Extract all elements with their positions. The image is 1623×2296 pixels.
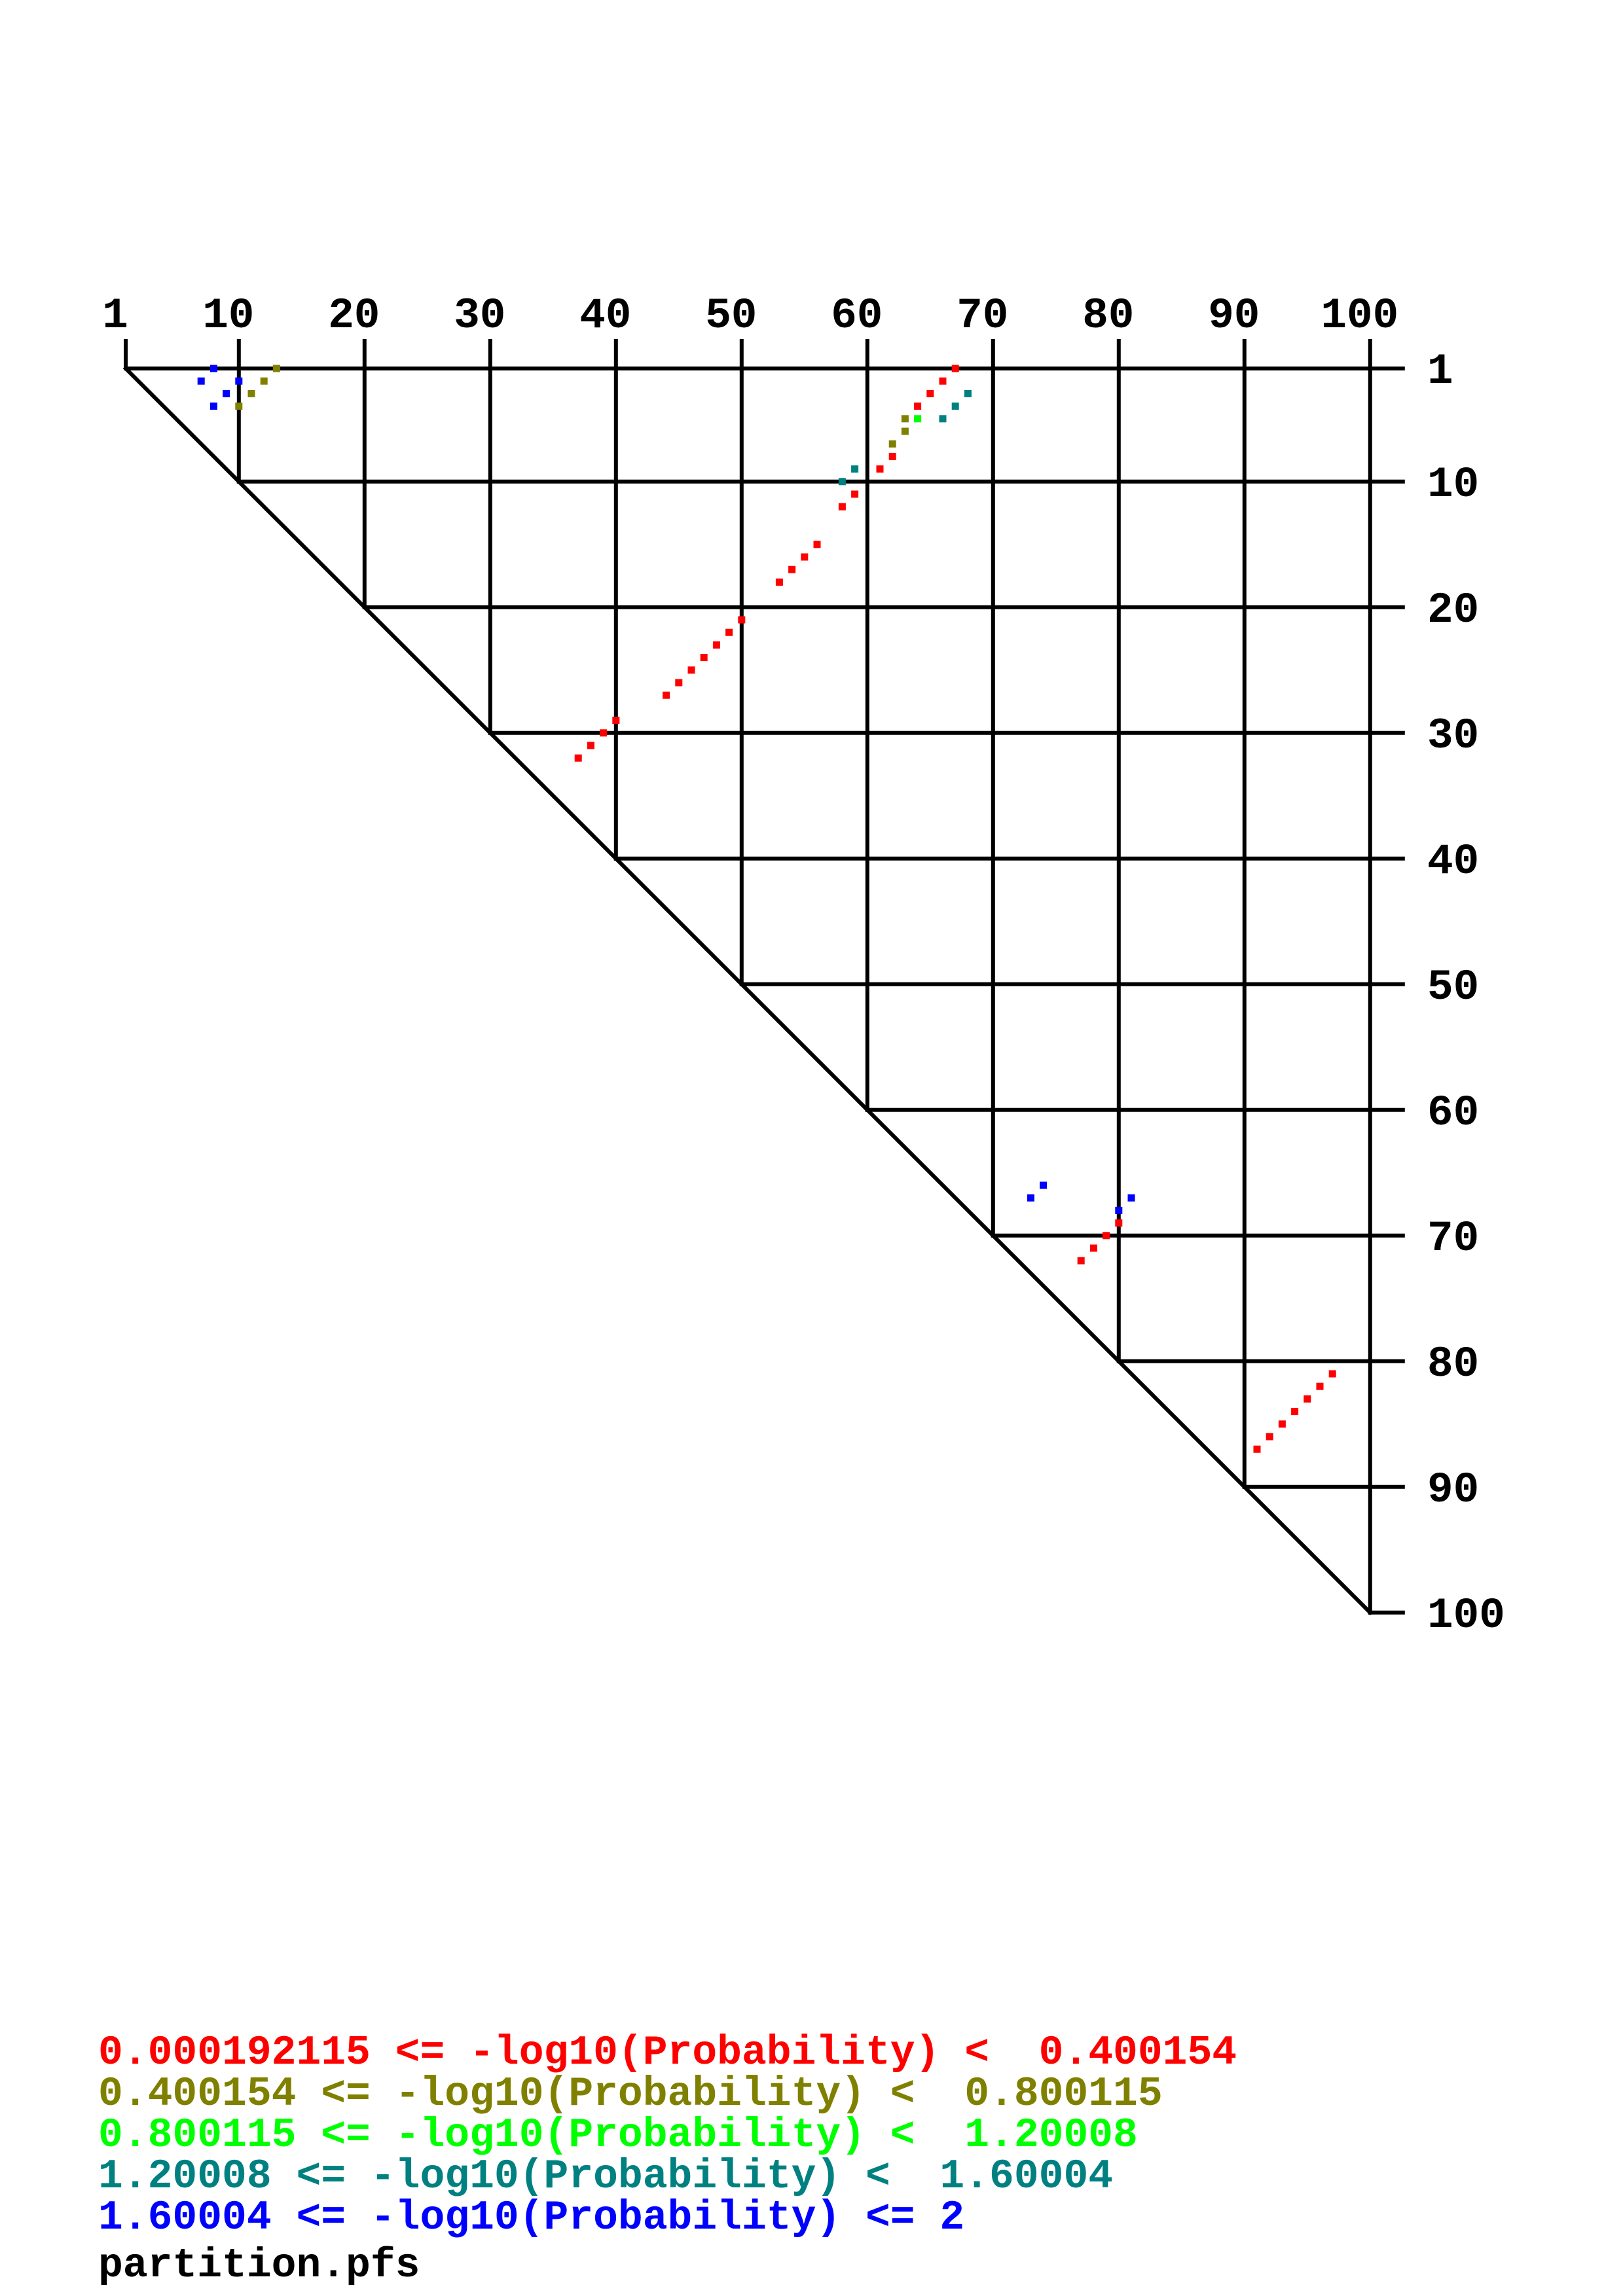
y-tick-label: 10 <box>1427 460 1479 509</box>
data-point <box>725 628 733 636</box>
legend: 0.000192115 <= -log10(Probability) < 0.4… <box>98 2030 1237 2241</box>
data-point <box>663 691 670 699</box>
legend-entry: 0.000192115 <= -log10(Probability) < 0.4… <box>98 2030 1237 2076</box>
y-tick-label: 50 <box>1427 963 1479 1012</box>
data-point <box>851 465 859 473</box>
data-point <box>1316 1382 1324 1390</box>
x-tick-label: 60 <box>831 291 883 340</box>
data-point <box>612 717 620 725</box>
data-point <box>675 679 683 687</box>
x-tick-label: 90 <box>1208 291 1260 340</box>
data-point <box>901 427 909 435</box>
data-point <box>775 578 783 586</box>
filename-label: partition.pfs <box>98 2242 420 2289</box>
legend-entry: 1.60004 <= -log10(Probability) <= 2 <box>98 2195 964 2241</box>
data-point <box>901 415 909 423</box>
data-point <box>687 666 695 674</box>
grid <box>122 339 1405 1616</box>
y-tick-label: 30 <box>1427 711 1479 761</box>
data-point <box>700 654 708 662</box>
x-tick-label: 100 <box>1321 291 1398 340</box>
data-point <box>235 377 243 385</box>
data-point <box>788 565 796 573</box>
data-point <box>1103 1232 1110 1240</box>
legend-entry: 1.20008 <= -log10(Probability) < 1.60004 <box>98 2153 1113 2200</box>
data-point <box>801 553 809 561</box>
data-point <box>914 415 922 423</box>
data-point <box>738 616 746 624</box>
y-tick-label: 70 <box>1427 1214 1479 1263</box>
x-tick-label: 70 <box>957 291 1008 340</box>
data-point <box>926 389 934 397</box>
y-tick-label: 40 <box>1427 837 1479 886</box>
data-point <box>888 452 896 460</box>
data-point <box>1304 1395 1311 1403</box>
legend-entry: 0.400154 <= -log10(Probability) < 0.8001… <box>98 2071 1163 2117</box>
x-tick-labels: 1 10 20 30 40 50 60 70 80 90 100 <box>102 291 1398 340</box>
data-point <box>272 365 280 372</box>
y-tick-labels: 1 10 20 30 40 50 60 70 80 90 100 <box>1427 347 1505 1640</box>
y-tick-label: 20 <box>1427 586 1479 635</box>
data-point <box>951 365 959 372</box>
data-point <box>247 389 255 397</box>
data-point <box>235 403 243 410</box>
x-tick-label: 40 <box>579 291 631 340</box>
x-tick-label: 80 <box>1082 291 1134 340</box>
data-point <box>914 403 922 410</box>
x-tick-label: 10 <box>202 291 254 340</box>
data-point <box>1027 1194 1034 1202</box>
x-tick-label: 50 <box>705 291 757 340</box>
y-tick-label: 60 <box>1427 1088 1479 1138</box>
data-point <box>1115 1206 1123 1214</box>
data-point <box>851 490 859 498</box>
data-point <box>210 403 217 410</box>
y-tick-label: 90 <box>1427 1465 1479 1515</box>
y-tick-label: 100 <box>1427 1591 1505 1640</box>
data-point <box>888 440 896 448</box>
data-point <box>1127 1194 1135 1202</box>
data-point <box>876 465 884 473</box>
data-point <box>838 503 846 511</box>
data-point <box>223 389 230 397</box>
data-point <box>1253 1445 1261 1453</box>
data-point <box>1266 1433 1273 1441</box>
data-point <box>1291 1408 1299 1416</box>
data-point <box>939 377 947 385</box>
data-point <box>574 754 582 762</box>
data-point <box>260 377 268 385</box>
data-point <box>1115 1219 1123 1227</box>
x-tick-label: 1 <box>102 291 128 340</box>
data-point <box>600 729 608 737</box>
data-point <box>1077 1257 1085 1265</box>
data-point <box>838 478 846 486</box>
data-point <box>1278 1420 1286 1428</box>
data-point <box>939 415 947 423</box>
legend-entry: 0.800115 <= -log10(Probability) < 1.2000… <box>98 2112 1138 2159</box>
data-point <box>1089 1244 1097 1252</box>
data-point <box>1328 1370 1336 1378</box>
data-point <box>587 742 594 749</box>
diagonal-line <box>122 365 1374 1616</box>
data-point <box>712 641 720 649</box>
data-point <box>210 365 217 372</box>
data-points <box>197 365 1336 1453</box>
x-tick-label: 20 <box>328 291 380 340</box>
data-point <box>951 403 959 410</box>
data-point <box>813 541 821 548</box>
y-tick-label: 1 <box>1427 347 1453 396</box>
x-tick-label: 30 <box>454 291 505 340</box>
y-tick-label: 80 <box>1427 1340 1479 1389</box>
data-point <box>197 377 205 385</box>
data-point <box>964 389 972 397</box>
data-point <box>1040 1181 1048 1189</box>
